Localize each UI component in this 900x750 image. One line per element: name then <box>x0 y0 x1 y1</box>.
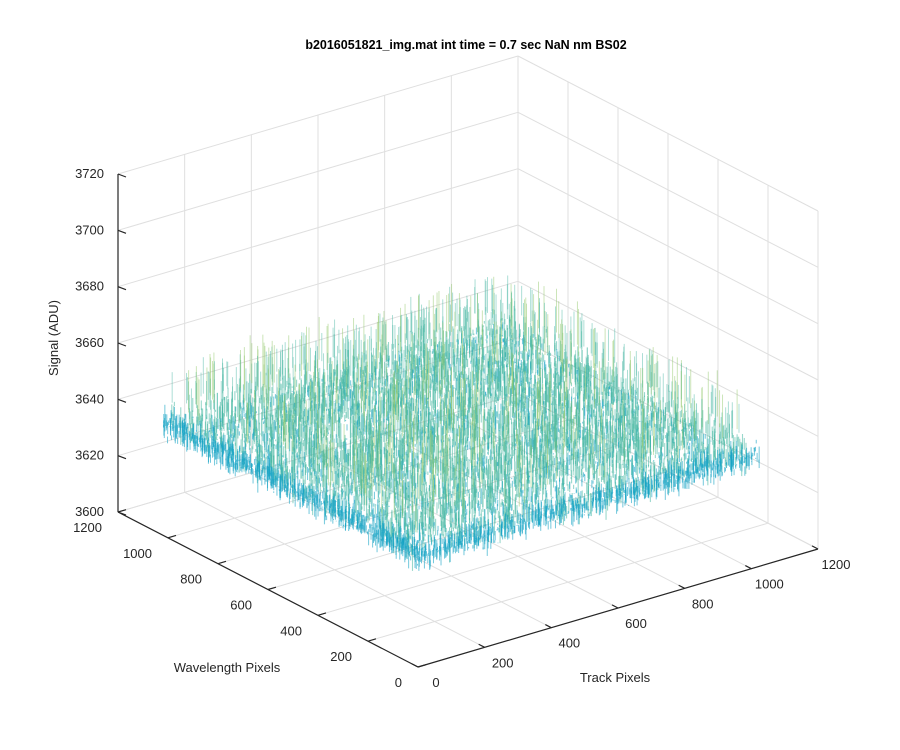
surface <box>163 275 760 571</box>
wall-grid-line <box>117 224 519 344</box>
wall-grid-line <box>517 168 819 325</box>
wall-grid-line <box>517 337 819 494</box>
wall-grid-line <box>117 111 519 231</box>
wall-grid-line <box>117 168 519 288</box>
floor-grid-line <box>317 496 719 616</box>
wall-grid-line <box>517 224 819 381</box>
wall-grid-line <box>117 55 519 175</box>
wall-grid-line <box>517 55 819 212</box>
wall-grid-line <box>517 111 819 268</box>
wall-grid-line <box>517 280 819 437</box>
floor-grid-line <box>367 522 769 642</box>
